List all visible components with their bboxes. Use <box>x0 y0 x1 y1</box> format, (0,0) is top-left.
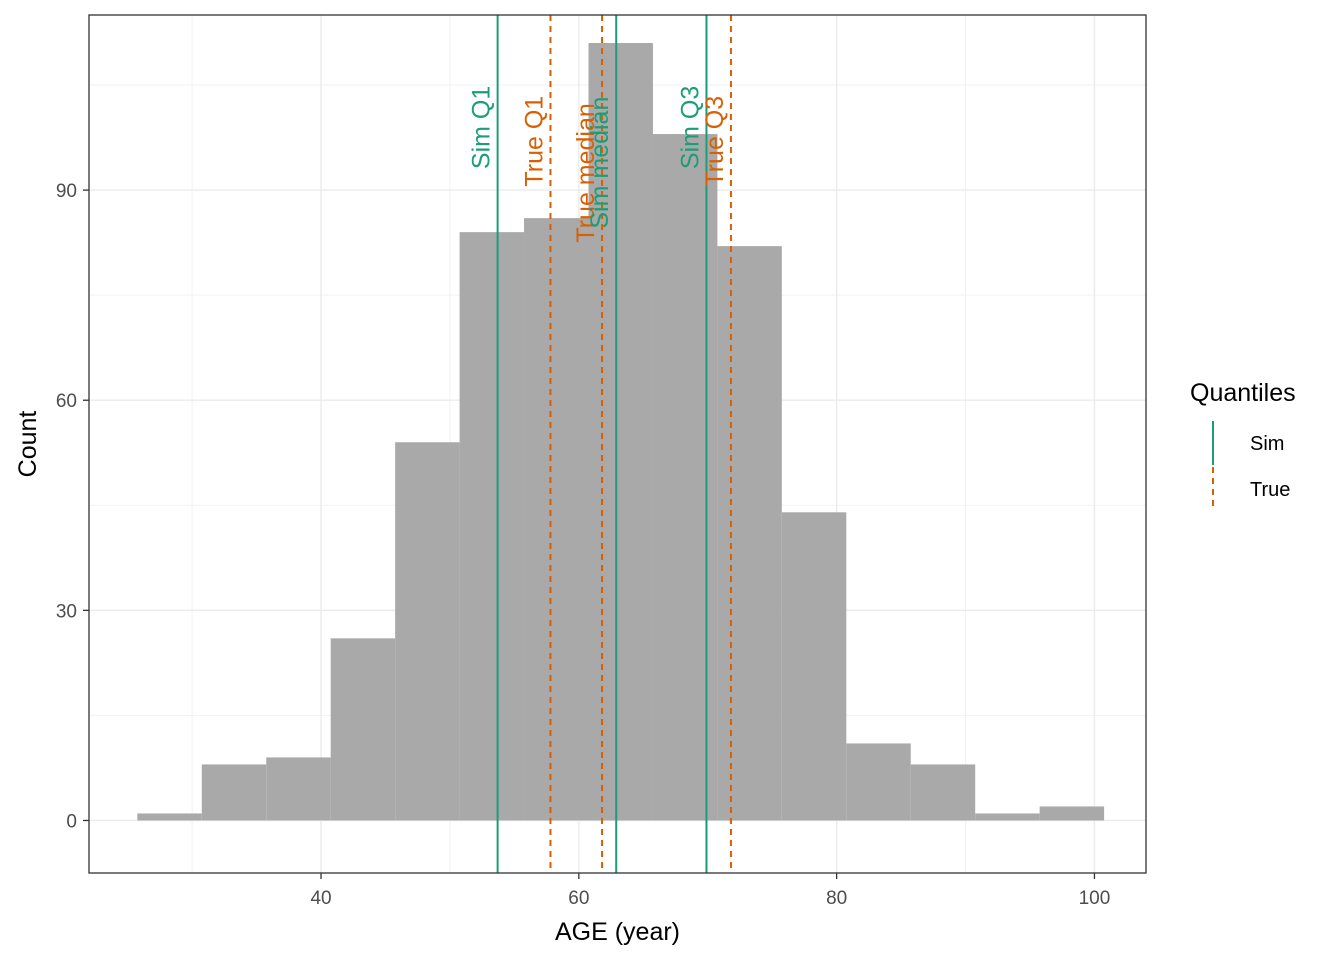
y-axis-title: Count <box>14 411 42 478</box>
legend-label-sim: Sim <box>1250 433 1284 455</box>
histogram-bar <box>201 764 267 821</box>
x-tick-label: 40 <box>310 888 331 909</box>
legend-label-true: True <box>1250 479 1290 501</box>
y-tick-label: 90 <box>56 181 77 202</box>
histogram-bar <box>652 134 718 821</box>
x-tick-label: 100 <box>1079 888 1111 909</box>
quantile-line-label: True Q1 <box>520 96 548 187</box>
histogram-bar <box>459 232 525 821</box>
histogram-bar <box>330 638 396 821</box>
legend-entries: Sim True <box>1212 421 1290 511</box>
x-tick-label: 80 <box>826 888 847 909</box>
histogram-bar <box>846 743 911 821</box>
y-axis-ticks: 0 30 60 90 <box>56 181 89 832</box>
histogram-bar <box>910 764 976 821</box>
histogram-bar <box>524 218 589 821</box>
legend: Quantiles Sim True <box>1190 379 1296 511</box>
histogram-bar <box>717 246 782 821</box>
plot-panel-border <box>88 14 1147 874</box>
histogram-bar <box>975 813 1040 821</box>
quantile-line-label: Sim Q3 <box>676 86 704 169</box>
legend-title: Quantiles <box>1190 379 1296 407</box>
quantile-line-label: True median <box>572 103 600 242</box>
histogram-bar <box>137 813 202 821</box>
y-tick-label: 30 <box>56 601 77 622</box>
x-axis-ticks: 40 60 80 100 <box>310 873 1110 909</box>
histogram-bar <box>1039 806 1105 821</box>
y-tick-label: 0 <box>66 811 77 832</box>
quantile-lines <box>496 15 732 873</box>
quantile-line-label: Sim median <box>586 97 614 229</box>
quantile-line-label: Sim Q1 <box>468 86 496 169</box>
histogram-bar <box>395 442 460 821</box>
histogram-bar <box>266 757 331 821</box>
y-tick-label: 60 <box>56 391 77 412</box>
quantile-line-label: True Q3 <box>701 96 729 187</box>
x-tick-label: 60 <box>568 888 589 909</box>
histogram-bar <box>588 43 653 821</box>
histogram-bars <box>137 43 1105 821</box>
x-axis-title: AGE (year) <box>555 918 680 946</box>
histogram-bar <box>781 512 847 821</box>
